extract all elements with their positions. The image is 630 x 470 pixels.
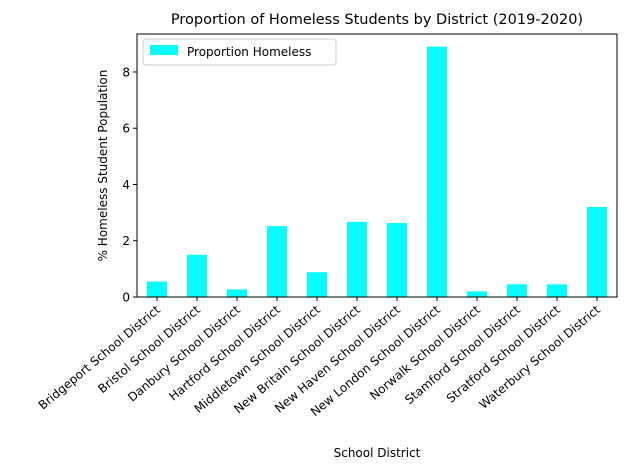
legend-label: Proportion Homeless [187,45,311,59]
bar-3 [267,226,287,297]
bar-6 [387,223,407,297]
y-axis-label: % Homeless Student Population [96,70,110,262]
y-tick-label-3: 6 [122,122,130,136]
y-tick-label-1: 2 [122,234,130,248]
bar-9 [507,284,527,297]
plot-frame [136,33,618,298]
bar-7 [427,46,447,298]
y-tick-label-4: 8 [122,65,130,79]
legend-box [142,38,337,66]
bar-10 [547,284,567,297]
bar-0 [147,281,167,297]
legend-swatch [150,45,178,55]
y-tick-label-2: 4 [122,178,130,192]
bar-8 [467,291,487,297]
bar-1 [187,254,207,297]
y-axis: 0 2 4 6 8 [122,65,137,305]
legend: Proportion Homeless [142,38,337,66]
bar-4 [307,272,327,297]
bar-2 [227,289,247,297]
bar-5 [347,221,367,297]
x-axis-label: School District [334,446,421,460]
y-tick-label-0: 0 [122,291,130,305]
chart-title: Proportion of Homeless Students by Distr… [171,12,583,28]
bars-group [147,46,607,298]
bar-11 [587,206,607,297]
